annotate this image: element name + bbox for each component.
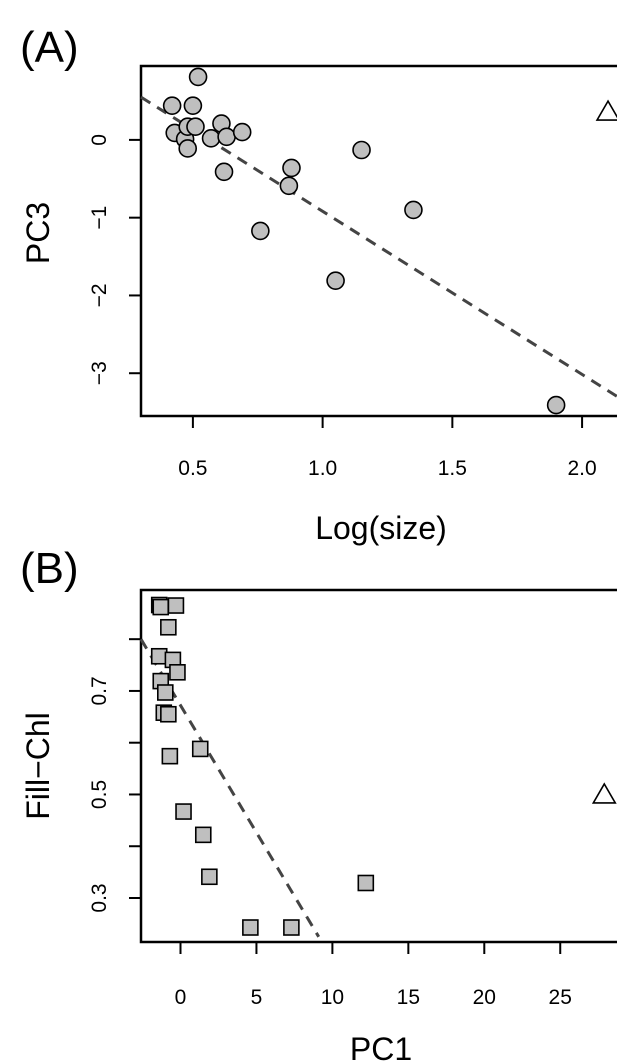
panel-a-x-axis: 0.5 1.0 1.5 2.0	[178, 416, 597, 480]
y-tick-label: 0.7	[88, 676, 111, 705]
data-point	[232, 122, 252, 142]
x-tick-label: 10	[321, 986, 344, 1009]
x-tick-label: 1.5	[438, 457, 467, 480]
data-point	[160, 618, 177, 636]
y-tick-label: 0	[88, 134, 111, 146]
data-point	[217, 127, 236, 147]
panel-b-label: (B)	[20, 544, 79, 593]
panel-b-points	[150, 596, 617, 936]
x-tick-label: 0.5	[178, 457, 207, 480]
y-tick-label: 0.3	[88, 883, 111, 912]
data-point	[357, 874, 375, 892]
y-tick-label: −1	[88, 206, 111, 230]
y-tick-label: −3	[88, 361, 111, 385]
panel-a-points	[162, 67, 617, 415]
data-point	[162, 96, 182, 115]
panel-b: (B) 0 5 10 15 20 25 0.3 0.5 0.7 PC1 Fill−Chl	[20, 544, 617, 1064]
data-point	[191, 740, 209, 758]
data-point	[188, 67, 208, 87]
data-point	[186, 117, 205, 136]
data-point	[152, 598, 170, 616]
data-point	[167, 597, 185, 614]
data-point	[183, 96, 203, 115]
x-tick-label: 25	[549, 986, 572, 1009]
data-point	[326, 271, 345, 290]
panel-b-y-axis: 0.3 0.5 0.7	[88, 638, 141, 913]
x-tick-label: 1.0	[308, 457, 337, 480]
y-tick-label: −2	[88, 283, 111, 307]
y-tick-label: 0.5	[88, 780, 111, 809]
data-point	[404, 200, 423, 220]
data-point	[194, 826, 212, 844]
data-point	[201, 868, 218, 886]
panel-b-y-axis-title: Fill−Chl	[20, 712, 56, 820]
panel-b-x-axis-title: PC1	[350, 1031, 412, 1064]
x-tick-label: 0	[175, 986, 187, 1009]
panel-a-x-axis-title: Log(size)	[315, 510, 447, 546]
data-point	[169, 664, 186, 681]
data-point	[242, 919, 259, 936]
highlight-point	[595, 99, 617, 121]
data-point	[201, 129, 221, 148]
data-point	[282, 158, 301, 178]
x-tick-label: 2.0	[567, 457, 596, 480]
data-point	[352, 140, 371, 160]
data-point	[546, 395, 566, 415]
highlight-point	[591, 782, 617, 804]
panel-a-plot-box	[139, 64, 617, 418]
panel-b-x-axis: 0 5 10 15 20 25	[175, 942, 572, 1009]
data-point	[175, 803, 192, 820]
panel-a: (A) 0.5 1.0 1.5 2.0 −3 −2 −1 0 Log(size) PC3	[20, 23, 617, 546]
data-point	[251, 221, 270, 241]
data-point	[150, 647, 168, 665]
data-point	[161, 747, 179, 765]
x-tick-label: 5	[251, 986, 263, 1009]
data-point	[157, 684, 174, 701]
panel-a-label: (A)	[20, 23, 79, 72]
data-point	[178, 139, 198, 158]
data-point	[283, 919, 300, 936]
data-point	[214, 162, 234, 182]
data-point	[160, 705, 177, 723]
panel-b-plot-box	[139, 588, 617, 944]
x-tick-label: 20	[473, 986, 496, 1009]
panel-a-y-axis-title: PC3	[20, 202, 56, 264]
panel-a-y-axis: −3 −2 −1 0	[88, 134, 141, 385]
x-tick-label: 15	[397, 986, 420, 1009]
data-point	[279, 176, 299, 196]
